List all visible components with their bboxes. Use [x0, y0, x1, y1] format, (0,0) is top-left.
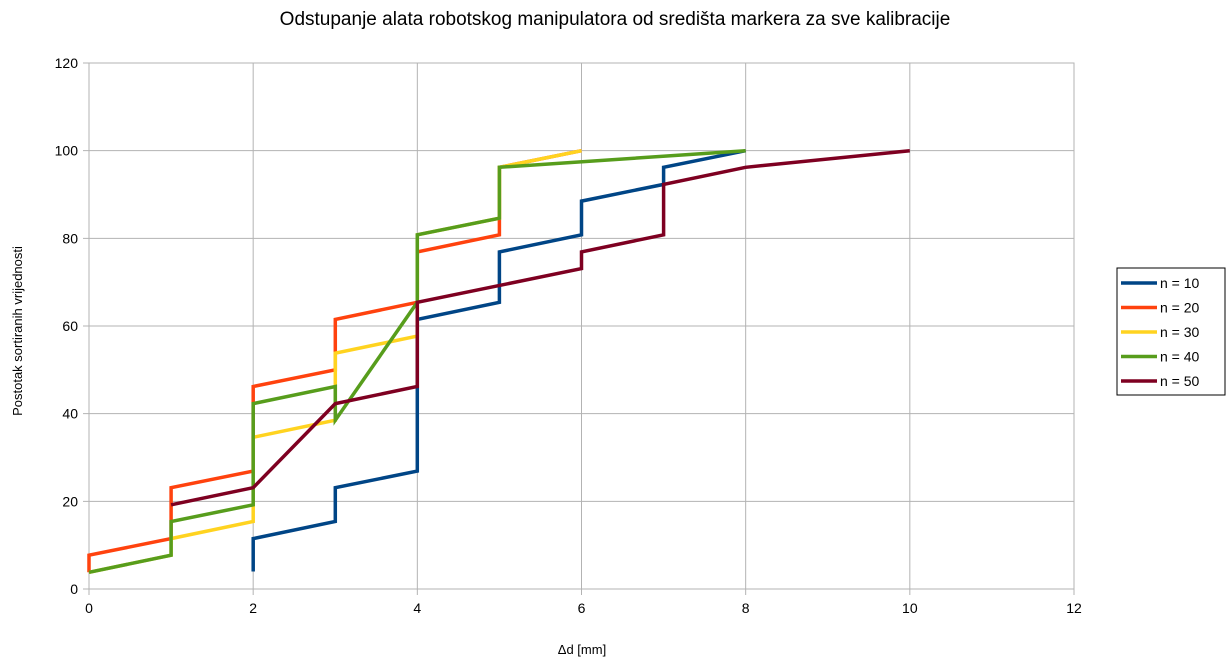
y-tick-label: 20	[62, 493, 78, 509]
x-axis-ticks: 0 2 4 6 8 10 12	[85, 600, 1082, 616]
x-tick-label: 8	[742, 600, 750, 616]
y-tick-label: 0	[70, 581, 78, 597]
x-tick-label: 0	[85, 600, 93, 616]
legend-label: n = 40	[1160, 349, 1200, 365]
legend-label: n = 20	[1160, 300, 1200, 316]
x-tick-label: 2	[249, 600, 257, 616]
series-line-n-50	[170, 148, 910, 507]
y-tick-label: 120	[55, 55, 79, 71]
x-tick-label: 4	[413, 600, 421, 616]
y-axis-ticks: 0 20 40 60 80 100 120	[55, 55, 79, 597]
legend-label: n = 30	[1160, 324, 1200, 340]
plot-frame	[88, 62, 1075, 590]
legend: n = 10 n = 20 n = 30 n = 40 n = 50	[1116, 267, 1226, 396]
y-tick-label: 60	[62, 318, 78, 334]
y-axis-label: Postotak sortiranih vrijednosti	[10, 246, 25, 416]
series-group	[87, 148, 910, 575]
y-tick-label: 100	[55, 143, 79, 159]
x-axis-label: Δd [mm]	[558, 642, 606, 657]
y-tick-label: 40	[62, 406, 78, 422]
x-tick-label: 6	[578, 600, 586, 616]
legend-label: n = 50	[1160, 373, 1200, 389]
x-tick-label: 12	[1066, 600, 1082, 616]
legend-label: n = 10	[1160, 275, 1200, 291]
y-tick-label: 80	[62, 230, 78, 246]
x-tick-label: 10	[902, 600, 918, 616]
chart-title: Odstupanje alata robotskog manipulatora …	[280, 9, 951, 30]
